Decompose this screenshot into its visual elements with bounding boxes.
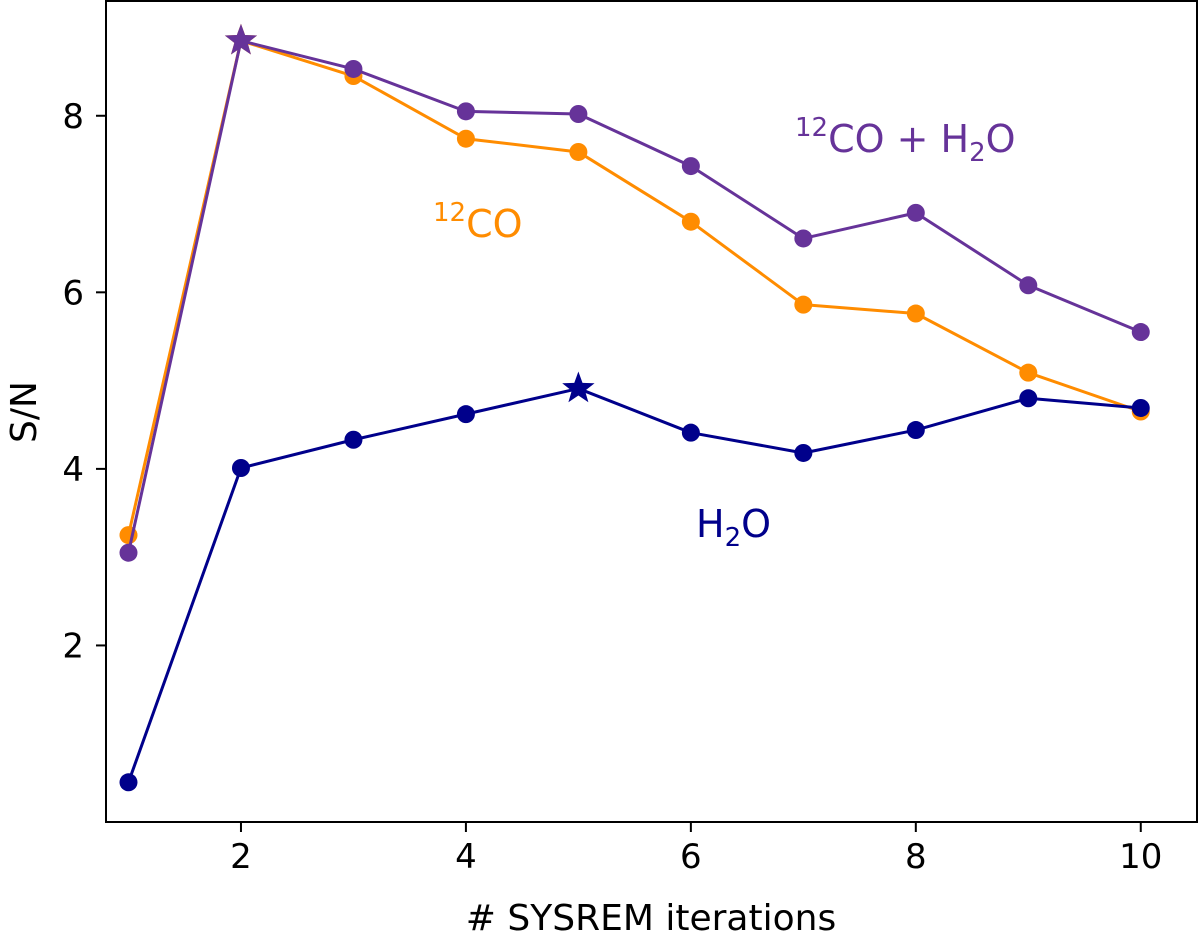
x-tick-label: 10: [1119, 837, 1162, 877]
y-tick-label: 2: [62, 626, 84, 666]
data-point-co_h2o: [794, 229, 813, 248]
series-line-h2o: [127, 387, 1141, 783]
data-point-h2o: [1131, 398, 1150, 417]
data-point-co_h2o: [119, 543, 138, 562]
label-h2o-main: H: [696, 502, 725, 546]
series-h2o: [119, 371, 1150, 792]
series-co: [119, 23, 1150, 545]
label-co-main: CO: [466, 202, 522, 246]
data-point-co_h2o: [906, 203, 925, 222]
series-group: [119, 23, 1150, 792]
label-co-h2o-sub: 2: [969, 138, 986, 168]
series-line-co: [127, 39, 1142, 536]
data-point-co_h2o: [681, 157, 700, 176]
label-co-h2o-sup: 12: [795, 113, 828, 143]
data-point-co: [456, 129, 475, 148]
data-point-co_h2o: [456, 102, 475, 121]
label-h2o-tail: O: [741, 502, 771, 546]
data-point-h2o: [1019, 389, 1038, 408]
data-point-h2o: [794, 443, 813, 462]
plot-frame: [105, 0, 1198, 823]
data-point-h2o: [456, 405, 475, 424]
series-co_h2o: [119, 23, 1150, 562]
star-marker-co_h2o: [224, 23, 258, 55]
star-marker-h2o: [562, 371, 595, 403]
data-point-co: [681, 212, 700, 231]
y-axis-label: S/N: [4, 381, 45, 443]
data-point-h2o: [119, 773, 138, 792]
data-point-co: [569, 142, 588, 161]
y-tick-label: 4: [62, 450, 84, 490]
series-line-co_h2o: [127, 39, 1142, 554]
axis-ticks: 2 4 6 8 10 2 4 6 8: [62, 97, 1162, 877]
data-point-co_h2o: [344, 59, 363, 78]
x-axis-label: # SYSREM iterations: [466, 898, 836, 938]
label-h2o-sub: 2: [725, 523, 742, 553]
y-tick-label: 6: [62, 273, 84, 313]
label-co-h2o-tail: O: [986, 117, 1016, 161]
y-tick-label: 8: [62, 97, 84, 137]
x-tick-label: 6: [680, 837, 702, 877]
data-point-co: [1019, 363, 1038, 382]
data-point-co_h2o: [569, 104, 588, 123]
data-point-co: [906, 304, 925, 323]
label-co-sup: 12: [433, 198, 466, 228]
data-point-co_h2o: [1131, 323, 1150, 342]
label-co-h2o: 12CO + H2O: [795, 113, 1016, 168]
data-point-h2o: [344, 430, 363, 449]
label-co: 12CO: [433, 198, 523, 246]
data-point-h2o: [231, 458, 250, 477]
data-point-h2o: [906, 421, 925, 440]
x-tick-label: 2: [230, 837, 252, 877]
x-tick-label: 8: [905, 837, 927, 877]
label-co-h2o-main: CO + H: [828, 117, 969, 161]
label-h2o: H2O: [696, 502, 771, 553]
data-point-h2o: [681, 423, 700, 442]
x-tick-label: 4: [455, 837, 477, 877]
data-point-co: [794, 295, 813, 314]
data-point-co_h2o: [1019, 276, 1038, 295]
